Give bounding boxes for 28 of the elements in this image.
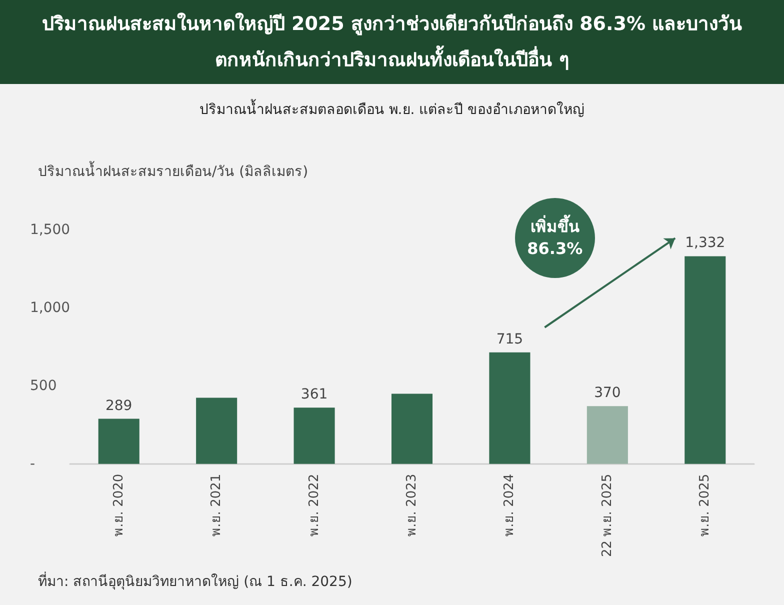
x-tick-label: 22 พ.ย. 2025 [600, 474, 615, 557]
data-label: 361 [300, 386, 328, 403]
x-tick-label: พ.ย. 2022 [306, 474, 322, 536]
bar [684, 256, 726, 464]
bar [391, 394, 433, 464]
chart-title: ปริมาณฝนสะสมในหาดใหญ่ปี 2025 สูงกว่าช่วงเดียวกันปีก่อนถึง 86.3% และบางวันตกหนักเกินกว่าปริมาณฝนทั้งเดือนในปีอื่น ๆ [0, 0, 784, 84]
data-label: 1,332 [685, 235, 726, 252]
x-tick-label: พ.ย. 2025 [698, 474, 713, 536]
data-label: 715 [496, 331, 524, 348]
bar [489, 352, 530, 464]
x-tick-label: พ.ย. 2024 [502, 474, 518, 536]
bar [294, 408, 335, 464]
y-tick-label: 1,500 [30, 222, 70, 238]
data-label: 289 [105, 398, 132, 414]
bar [196, 398, 238, 464]
y-tick-label: - [30, 456, 36, 472]
bar [586, 406, 628, 464]
text: ที่มา: สถานีอุตุนิยมวิทยาหาดใหญ่ (ณ 1 ธ.ค. 2025) [38, 570, 352, 592]
y-tick-label: 1,000 [30, 300, 70, 316]
y-tick-label: 500 [30, 378, 57, 394]
bar [98, 418, 140, 464]
y-axis-title: ปริมาณน้ำฝนสะสมรายเดือน/วัน (มิลลิเมตร) [38, 160, 308, 182]
x-tick-label: พ.ย. 2023 [404, 474, 420, 536]
chart-subtitle: ปริมาณน้ำฝนสะสมตลอดเดือน พ.ย. แต่ละปี ของอำเภอหาดใหญ่ [198, 98, 586, 120]
x-tick-label: พ.ย. 2021 [209, 474, 224, 536]
x-tick-label: พ.ย. 2020 [111, 474, 126, 536]
circle-badge: เพิ่มขึ้น 86.3% [514, 198, 595, 278]
data-label: 370 [594, 385, 621, 402]
